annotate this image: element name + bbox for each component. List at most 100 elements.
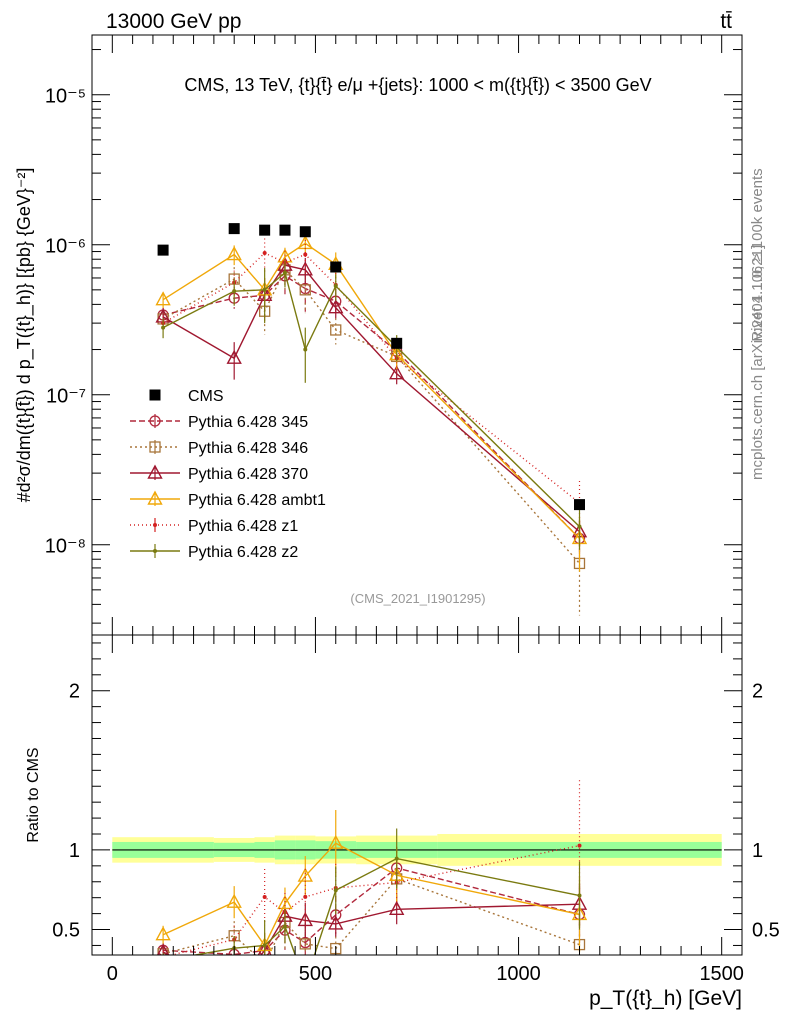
series-ambt1-point: [226, 246, 242, 261]
legend-label-CMS: CMS: [188, 388, 224, 405]
legend-marker: [153, 549, 157, 553]
beam-label: 13000 GeV pp: [106, 10, 241, 33]
series-370-line: [162, 264, 580, 533]
y-tick-label: 10⁻⁷: [46, 386, 86, 408]
legend-label: Pythia 6.428 370: [188, 466, 308, 483]
ratio-tick-label-right: 1: [752, 840, 763, 862]
ratio-tick-label-right: 2: [752, 681, 763, 703]
y-tick-label: 10⁻⁵: [45, 86, 86, 108]
series-z2-point: [333, 284, 338, 289]
analysis-watermark: (CMS_2021_I1901295): [350, 591, 485, 606]
x-tick-label: 1000: [496, 963, 541, 985]
cms-data-point: [157, 244, 169, 256]
series-370-ratio-point: [328, 915, 344, 930]
ratio-tick-label-left: 2: [69, 681, 80, 703]
series-z2-ratio-point: [282, 924, 287, 929]
series-346-ratio-line: [162, 878, 580, 955]
series-z2-point: [577, 524, 582, 529]
legend-marker: [147, 464, 163, 479]
series-345-line: [162, 274, 581, 539]
series-z2-ratio-point: [161, 959, 165, 963]
series-z2-point: [262, 287, 267, 292]
series-370-point: [297, 261, 313, 276]
cms-data-point: [391, 337, 403, 349]
series-370-ratio-point: [389, 900, 405, 915]
series-346-point: [299, 284, 311, 296]
series-CMS: [157, 223, 585, 511]
series-346-line: [162, 268, 581, 564]
y-tick-label: 10⁻⁶: [45, 236, 86, 258]
series-370-point: [328, 299, 344, 314]
series-ambt1-ratio-line: [162, 842, 580, 947]
cms-data-point: [574, 499, 585, 511]
series-z2-line: [162, 271, 580, 528]
y-tick-label: 10⁻⁸: [45, 536, 86, 558]
series-346-ratio-point: [299, 938, 311, 950]
series-ambt1-ratio-point: [226, 893, 242, 908]
cms-data-point: [228, 223, 240, 235]
series-370-ratio-point: [257, 942, 272, 955]
series-346-ratio-point: [260, 958, 270, 968]
series-ambt1-ratio-point: [155, 926, 171, 941]
series-346-point: [330, 324, 342, 336]
series-370-point: [226, 349, 242, 364]
cms-data-point: [279, 224, 291, 236]
ratio-tick-label-left: 0.5: [52, 920, 80, 942]
ratio-tick-label-right: 0.5: [752, 920, 780, 942]
series-z1-ratio-point: [303, 894, 308, 899]
rivet-version-label: Rivet 4.1.0, ≥ 100k events: [749, 168, 766, 341]
series-z2-point: [232, 289, 237, 294]
series-z2-ratio-point: [333, 888, 338, 893]
legend-label: Pythia 6.428 346: [188, 440, 308, 457]
cms-data-point: [299, 226, 311, 238]
series-345: [157, 261, 586, 562]
series-ambt1-ratio-point: [328, 834, 344, 849]
series-346: [157, 252, 586, 616]
legend-marker: [153, 523, 157, 527]
x-tick-label: 1500: [699, 963, 744, 985]
series-ambt1-ratio-point: [277, 894, 293, 910]
series-z2-ratio-point: [394, 856, 399, 861]
series-z2-point: [303, 347, 308, 352]
series-z2-ratio-point: [262, 943, 267, 948]
series-z2-ratio-point: [577, 893, 582, 898]
main-panel: 10⁻⁸ 10⁻⁷ 10⁻⁶ 10⁻⁵ CMS, 13 TeV, {t}{t̄} e/…: [14, 34, 743, 636]
y-axis-label: #d²σ/dm({t}{t̄}) d p_T({t}_h)} [{pb} {Ge…: [14, 168, 35, 503]
series-370-point: [389, 365, 405, 380]
series-370-ratio-point: [156, 943, 170, 955]
series-z1-ratio-point: [161, 955, 165, 959]
series-z1-ratio-point: [262, 895, 267, 900]
series-346-ratio: [157, 855, 586, 968]
cms-data-point: [259, 224, 271, 236]
x-tick-label: 0: [107, 963, 118, 985]
legend-label: Pythia 6.428 345: [188, 414, 308, 431]
chart-title: CMS, 13 TeV, {t}{t̄} e/μ +{jets}: 1000 <…: [184, 75, 651, 95]
series-370-ratio-point: [297, 911, 313, 927]
series-370-ratio-line: [162, 903, 580, 955]
ratio-y-axis-label: Ratio to CMS: [25, 747, 42, 842]
ratio-tick-label-left: 1: [69, 840, 80, 862]
legend-marker: [149, 441, 161, 453]
process-label: tt̄: [720, 10, 732, 33]
cms-data-point: [330, 261, 342, 273]
ratio-panel: 0 500 1000 1500 0.5 0.5 1 1 2 2 Ratio to CMS p_T(…: [25, 634, 780, 1010]
series-z1-point: [303, 252, 308, 257]
series-ambt1-point: [155, 291, 171, 306]
series-z2-point: [282, 270, 287, 275]
series-370-ratio-point: [228, 980, 241, 992]
legend-marker: [149, 415, 161, 427]
mcplots-credit-label: mcplots.cern.ch [arXiv:2401.10621]: [749, 245, 766, 480]
x-axis-label: p_T({t}_h) [GeV]: [589, 987, 742, 1010]
legend: CMS Pythia 6.428 345 Pythia 6.428 346 Pythi…: [130, 388, 326, 561]
legend-marker-CMS: [149, 389, 161, 401]
x-tick-label: 500: [299, 963, 332, 985]
series-z1-point: [262, 251, 267, 256]
series-z2-point: [161, 325, 166, 330]
series-ambt1-line: [162, 242, 580, 539]
legend-label: Pythia 6.428 ambt1: [188, 492, 326, 509]
legend-label: Pythia 6.428 z1: [188, 518, 298, 535]
series-z1-line: [162, 252, 580, 504]
series-z1-ratio-point: [577, 843, 582, 848]
legend-label: Pythia 6.428 z2: [188, 544, 298, 561]
